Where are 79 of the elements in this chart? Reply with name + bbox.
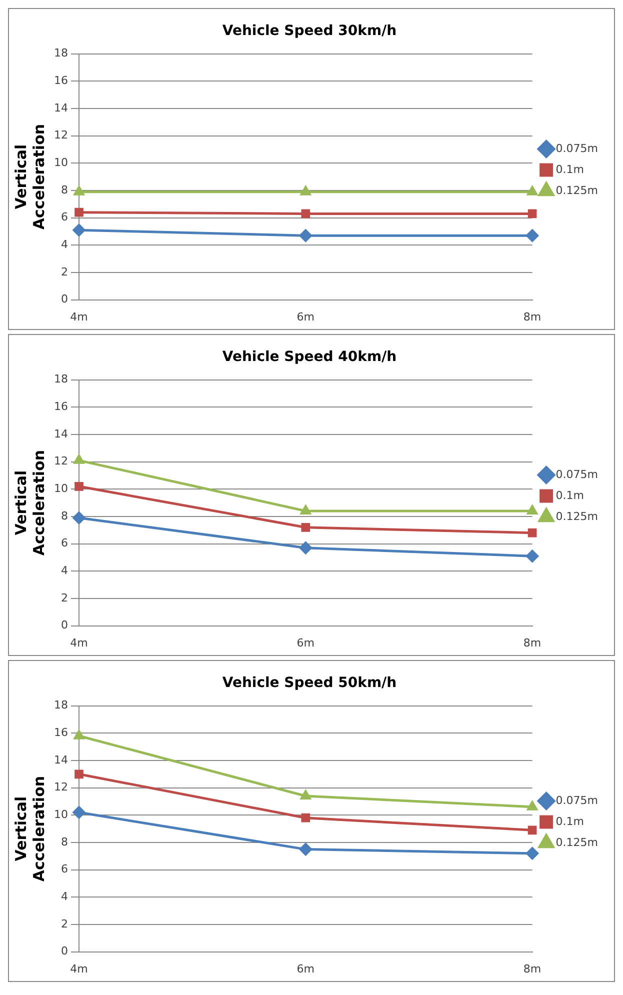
chart-title: Vehicle Speed 30km/h — [222, 23, 397, 40]
point — [74, 730, 84, 740]
point — [301, 813, 310, 822]
y-tick-label: 6 — [60, 862, 68, 876]
y-tick-label: 2 — [60, 917, 68, 930]
y-tick-label: 8 — [60, 509, 68, 522]
x-tick-label: 8m — [523, 962, 542, 976]
y-tick-label: 16 — [54, 400, 68, 413]
point — [74, 482, 84, 491]
x-tick-label: 8m — [523, 636, 542, 650]
point — [299, 229, 312, 242]
y-tick-label: 10 — [54, 808, 68, 821]
point — [72, 224, 86, 236]
point — [526, 550, 539, 562]
point — [74, 208, 84, 217]
point — [300, 790, 311, 800]
y-tick-label: 4 — [60, 564, 68, 577]
y-axis-title: Vertical Acceleration — [12, 450, 48, 556]
y-tick-label: 12 — [54, 454, 68, 468]
y-tick-label: 0 — [60, 618, 68, 632]
y-tick-label: 10 — [54, 482, 68, 495]
y-tick-label: 8 — [60, 183, 68, 196]
legend-label: 0.075m — [556, 468, 598, 481]
x-tick-label: 6m — [296, 962, 315, 976]
y-tick-label: 4 — [60, 238, 68, 251]
y-tick-label: 2 — [60, 591, 68, 604]
y-tick-label: 8 — [60, 835, 68, 848]
legend-label: 0.1m — [556, 488, 584, 502]
legend-label: 0.1m — [556, 814, 584, 828]
y-tick-label: 4 — [60, 890, 68, 903]
point — [299, 843, 312, 856]
x-tick-label: 4m — [70, 636, 88, 650]
y-tick-label: 18 — [54, 372, 68, 386]
y-tick-label: 6 — [60, 536, 68, 550]
y-tick-label: 12 — [54, 780, 68, 794]
y-tick-label: 18 — [54, 698, 68, 712]
legend-label: 0.075m — [556, 142, 598, 155]
legend-label: 0.125m — [556, 836, 598, 849]
y-axis-title: Vertical Acceleration — [12, 776, 48, 882]
point — [74, 186, 84, 196]
x-tick-label: 4m — [70, 962, 88, 976]
point — [527, 801, 538, 810]
point — [527, 505, 538, 514]
point — [526, 229, 539, 242]
point — [528, 528, 537, 538]
point — [528, 826, 537, 835]
legend-label: 0.125m — [556, 510, 598, 523]
y-tick-label: 10 — [54, 156, 68, 169]
y-tick-label: 18 — [54, 46, 68, 60]
y-tick-label: 12 — [54, 128, 68, 142]
legend-label: 0.075m — [556, 794, 598, 807]
y-tick-label: 0 — [60, 292, 68, 306]
y-tick-label: 14 — [54, 427, 68, 440]
chart-title: Vehicle Speed 40km/h — [222, 349, 397, 366]
y-tick-label: 14 — [54, 753, 68, 766]
point — [301, 209, 310, 218]
x-tick-label: 4m — [70, 310, 88, 324]
legend-label: 0.125m — [556, 184, 598, 197]
point — [299, 542, 312, 554]
y-tick-label: 0 — [60, 944, 68, 958]
point — [74, 454, 84, 464]
x-tick-label: 8m — [523, 310, 542, 324]
point — [300, 186, 311, 196]
point — [526, 847, 539, 860]
point — [300, 505, 311, 514]
point — [301, 522, 310, 532]
y-tick-label: 14 — [54, 101, 68, 114]
x-tick-label: 6m — [296, 636, 315, 650]
y-tick-label: 6 — [60, 210, 68, 224]
legend-label: 0.1m — [556, 162, 584, 176]
x-tick-label: 6m — [296, 310, 315, 324]
chart-title: Vehicle Speed 50km/h — [222, 675, 397, 692]
point — [74, 770, 84, 779]
point — [527, 186, 538, 196]
point — [528, 209, 537, 218]
y-tick-label: 16 — [54, 726, 68, 739]
y-tick-label: 2 — [60, 265, 68, 278]
y-axis-title: Vertical Acceleration — [12, 124, 48, 230]
y-tick-label: 16 — [54, 74, 68, 87]
